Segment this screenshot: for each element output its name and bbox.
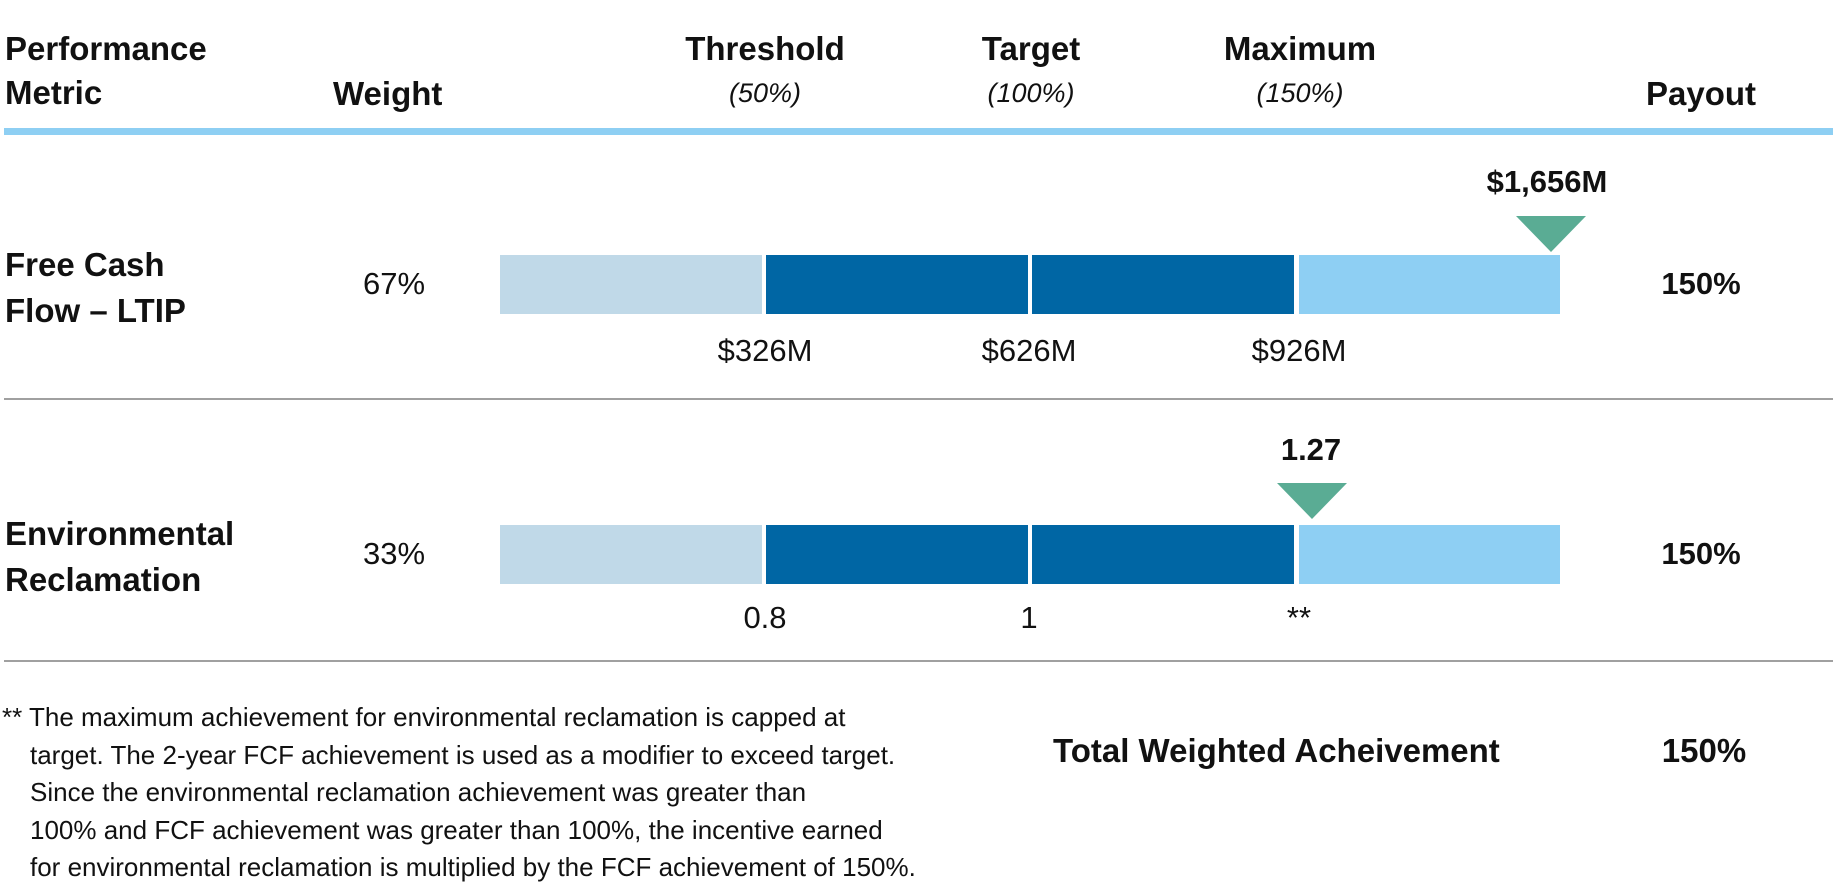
actual-marker-icon — [1277, 483, 1347, 519]
actual-value-label: 1.27 — [1280, 432, 1342, 467]
target-value: $626M — [981, 333, 1077, 368]
bar-segment-threshold-target — [766, 525, 1028, 584]
header-weight: Weight — [333, 75, 443, 112]
header-metric-line2: Metric — [5, 74, 103, 111]
bar-segment-threshold-target — [766, 255, 1028, 314]
header-rule — [4, 128, 1833, 135]
bar-segment-below-threshold — [500, 525, 762, 584]
bar-segment-below-threshold — [500, 255, 762, 314]
metric-line1: Environmental — [5, 515, 235, 552]
actual-value-label: $1,656M — [1486, 164, 1608, 199]
row-payout: 150% — [1661, 536, 1741, 571]
metric-line2: Reclamation — [5, 561, 202, 598]
bar-segment-target-max — [1032, 525, 1294, 584]
row-metric-fcf: Free Cash Flow – LTIP — [5, 242, 186, 334]
header-threshold: Threshold — [685, 30, 845, 67]
total-label: Total Weighted Acheivement — [1053, 732, 1500, 769]
footnote-line: ** The maximum achievement for environme… — [2, 702, 846, 732]
threshold-value: 0.8 — [743, 600, 787, 635]
bar-segment-target-max — [1032, 255, 1294, 314]
header-threshold-pct: (50%) — [728, 78, 802, 108]
bar-segment-above-max — [1299, 255, 1560, 314]
header-target: Target — [981, 30, 1081, 67]
maximum-value: $926M — [1251, 333, 1347, 368]
threshold-value: $326M — [717, 333, 813, 368]
actual-marker-icon — [1516, 216, 1586, 252]
row-weight: 67% — [362, 266, 426, 301]
header-payout: Payout — [1645, 75, 1757, 112]
footnote-line: Since the environmental reclamation achi… — [30, 777, 807, 807]
header-maximum: Maximum — [1223, 30, 1377, 67]
row-payout: 150% — [1661, 266, 1741, 301]
row-divider — [4, 398, 1833, 400]
footnote: ** The maximum achievement for environme… — [2, 699, 916, 887]
row-divider — [4, 660, 1833, 662]
header-metric: Performance Metric — [5, 27, 207, 115]
header-maximum-pct: (150%) — [1256, 78, 1344, 108]
total-value: 150% — [1661, 732, 1747, 769]
row-weight: 33% — [362, 536, 426, 571]
metric-line2: Flow – LTIP — [5, 292, 186, 329]
footnote-line: target. The 2-year FCF achievement is us… — [30, 739, 896, 770]
maximum-value: ** — [1286, 600, 1312, 635]
footnote-line: 100% and FCF achievement was greater tha… — [30, 814, 883, 845]
metric-line1: Free Cash — [5, 246, 165, 283]
row-metric-environmental: Environmental Reclamation — [5, 511, 234, 603]
header-metric-line1: Performance — [5, 30, 207, 67]
target-value: 1 — [1020, 600, 1038, 635]
footnote-line: for environmental reclamation is multipl… — [30, 852, 916, 882]
header-target-pct: (100%) — [987, 78, 1075, 108]
bar-segment-above-max — [1299, 525, 1560, 584]
